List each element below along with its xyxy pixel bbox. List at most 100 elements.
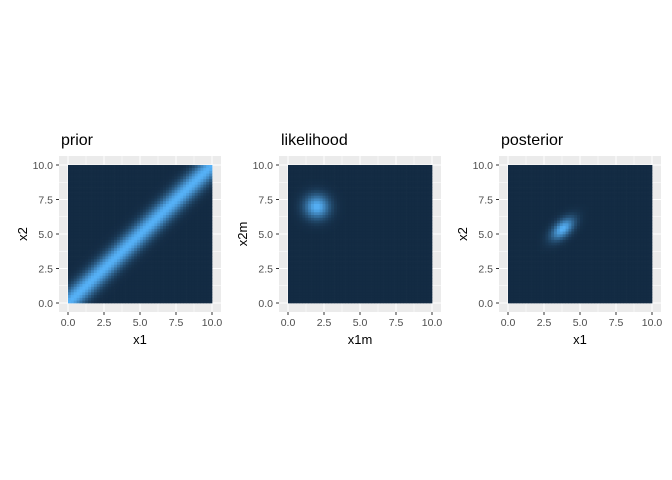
heatmap-tile <box>88 170 92 174</box>
heatmap-tile <box>397 247 401 251</box>
heatmap-tile <box>105 198 109 202</box>
heatmap-tile <box>114 272 118 276</box>
heatmap-tile <box>165 178 170 182</box>
heatmap-tile <box>174 184 178 188</box>
heatmap-tile <box>302 294 306 298</box>
heatmap-tile <box>160 283 164 287</box>
heatmap-tile <box>322 173 326 177</box>
heatmap-tile <box>191 294 196 298</box>
heatmap-tile <box>322 170 326 174</box>
heatmap-tile <box>137 278 141 282</box>
heatmap-tile <box>134 231 138 235</box>
heatmap-tile <box>122 236 126 240</box>
heatmap-tile <box>114 283 118 287</box>
heatmap-tile <box>288 176 292 180</box>
heatmap-tile <box>311 300 315 304</box>
heatmap-tile <box>203 294 207 298</box>
heatmap-tile <box>406 245 410 249</box>
heatmap-tile <box>88 256 92 260</box>
heatmap-tile <box>145 242 149 246</box>
heatmap-tile <box>397 264 401 268</box>
heatmap-tile <box>125 242 129 246</box>
heatmap-tile <box>385 258 390 262</box>
heatmap-tile <box>414 211 418 216</box>
heatmap-tile <box>377 184 381 188</box>
heatmap-tile <box>305 178 309 182</box>
heatmap-tile <box>183 236 187 240</box>
heatmap-tile <box>383 214 387 218</box>
heatmap-tile <box>302 181 306 185</box>
heatmap-tile <box>360 206 364 210</box>
heatmap-tile <box>302 236 306 240</box>
heatmap-tile <box>336 245 341 249</box>
heatmap-tile <box>374 170 378 174</box>
heatmap-tile <box>308 184 312 188</box>
heatmap-tile <box>316 239 321 243</box>
heatmap-tile <box>163 170 167 174</box>
heatmap-tile <box>88 297 92 301</box>
heatmap-tile <box>414 198 418 202</box>
heatmap-tile <box>426 239 430 243</box>
heatmap-tile <box>325 209 329 213</box>
heatmap-tile <box>322 245 326 249</box>
heatmap-tile <box>73 256 77 260</box>
heatmap-tile <box>400 272 404 276</box>
heatmap-tile <box>394 209 398 213</box>
heatmap-tile <box>313 234 318 238</box>
heatmap-tile <box>165 239 170 243</box>
heatmap-tile <box>296 280 300 285</box>
heatmap-tile <box>96 217 101 221</box>
heatmap-tile <box>99 192 103 196</box>
heatmap-tile <box>114 195 118 199</box>
heatmap-tile <box>183 272 187 276</box>
heatmap-tile <box>357 181 361 185</box>
heatmap-tile <box>408 256 413 260</box>
heatmap-tile <box>325 189 329 193</box>
heatmap-tile <box>406 272 410 276</box>
heatmap-tile <box>160 256 164 260</box>
heatmap-tile <box>342 170 346 174</box>
heatmap-tile <box>417 198 421 202</box>
heatmap-tile <box>206 236 210 240</box>
heatmap-tile <box>114 275 118 279</box>
heatmap-tile <box>336 176 341 180</box>
heatmap-tile <box>206 297 210 301</box>
heatmap-tile <box>305 214 309 218</box>
heatmap-tile <box>328 275 332 279</box>
heatmap-tile <box>368 222 372 227</box>
heatmap-tile <box>414 200 418 204</box>
heatmap-tile <box>348 189 352 193</box>
heatmap-tile <box>79 192 83 196</box>
heatmap-tile <box>157 258 161 262</box>
heatmap-tile <box>174 261 178 265</box>
heatmap-tile <box>165 217 170 221</box>
heatmap-tile <box>142 170 147 174</box>
heatmap-tile <box>345 222 349 227</box>
heatmap-tile <box>354 275 358 279</box>
heatmap-tile <box>85 222 89 227</box>
heatmap-tile <box>362 225 367 229</box>
heatmap-tile <box>197 192 201 196</box>
heatmap-tile <box>197 297 201 301</box>
heatmap-tile <box>388 203 393 207</box>
heatmap-tile <box>99 261 103 265</box>
heatmap-tile <box>137 261 141 265</box>
heatmap-tile <box>114 214 118 218</box>
heatmap-tile <box>119 189 124 193</box>
heatmap-tile <box>96 165 101 169</box>
heatmap-tile <box>114 242 118 246</box>
heatmap-tile <box>151 236 155 240</box>
heatmap-tile <box>209 247 213 251</box>
heatmap-tile <box>339 170 344 174</box>
heatmap-tile <box>151 297 155 301</box>
heatmap-tile <box>203 228 207 232</box>
heatmap-tile <box>331 264 335 268</box>
heatmap-tile <box>377 247 381 251</box>
heatmap-tile <box>131 294 135 298</box>
heatmap-tile <box>293 267 297 271</box>
heatmap-tile <box>70 200 75 204</box>
heatmap-tile <box>194 189 198 193</box>
heatmap-tile <box>388 272 393 276</box>
heatmap-tile <box>313 225 318 229</box>
heatmap-tile <box>293 198 297 202</box>
